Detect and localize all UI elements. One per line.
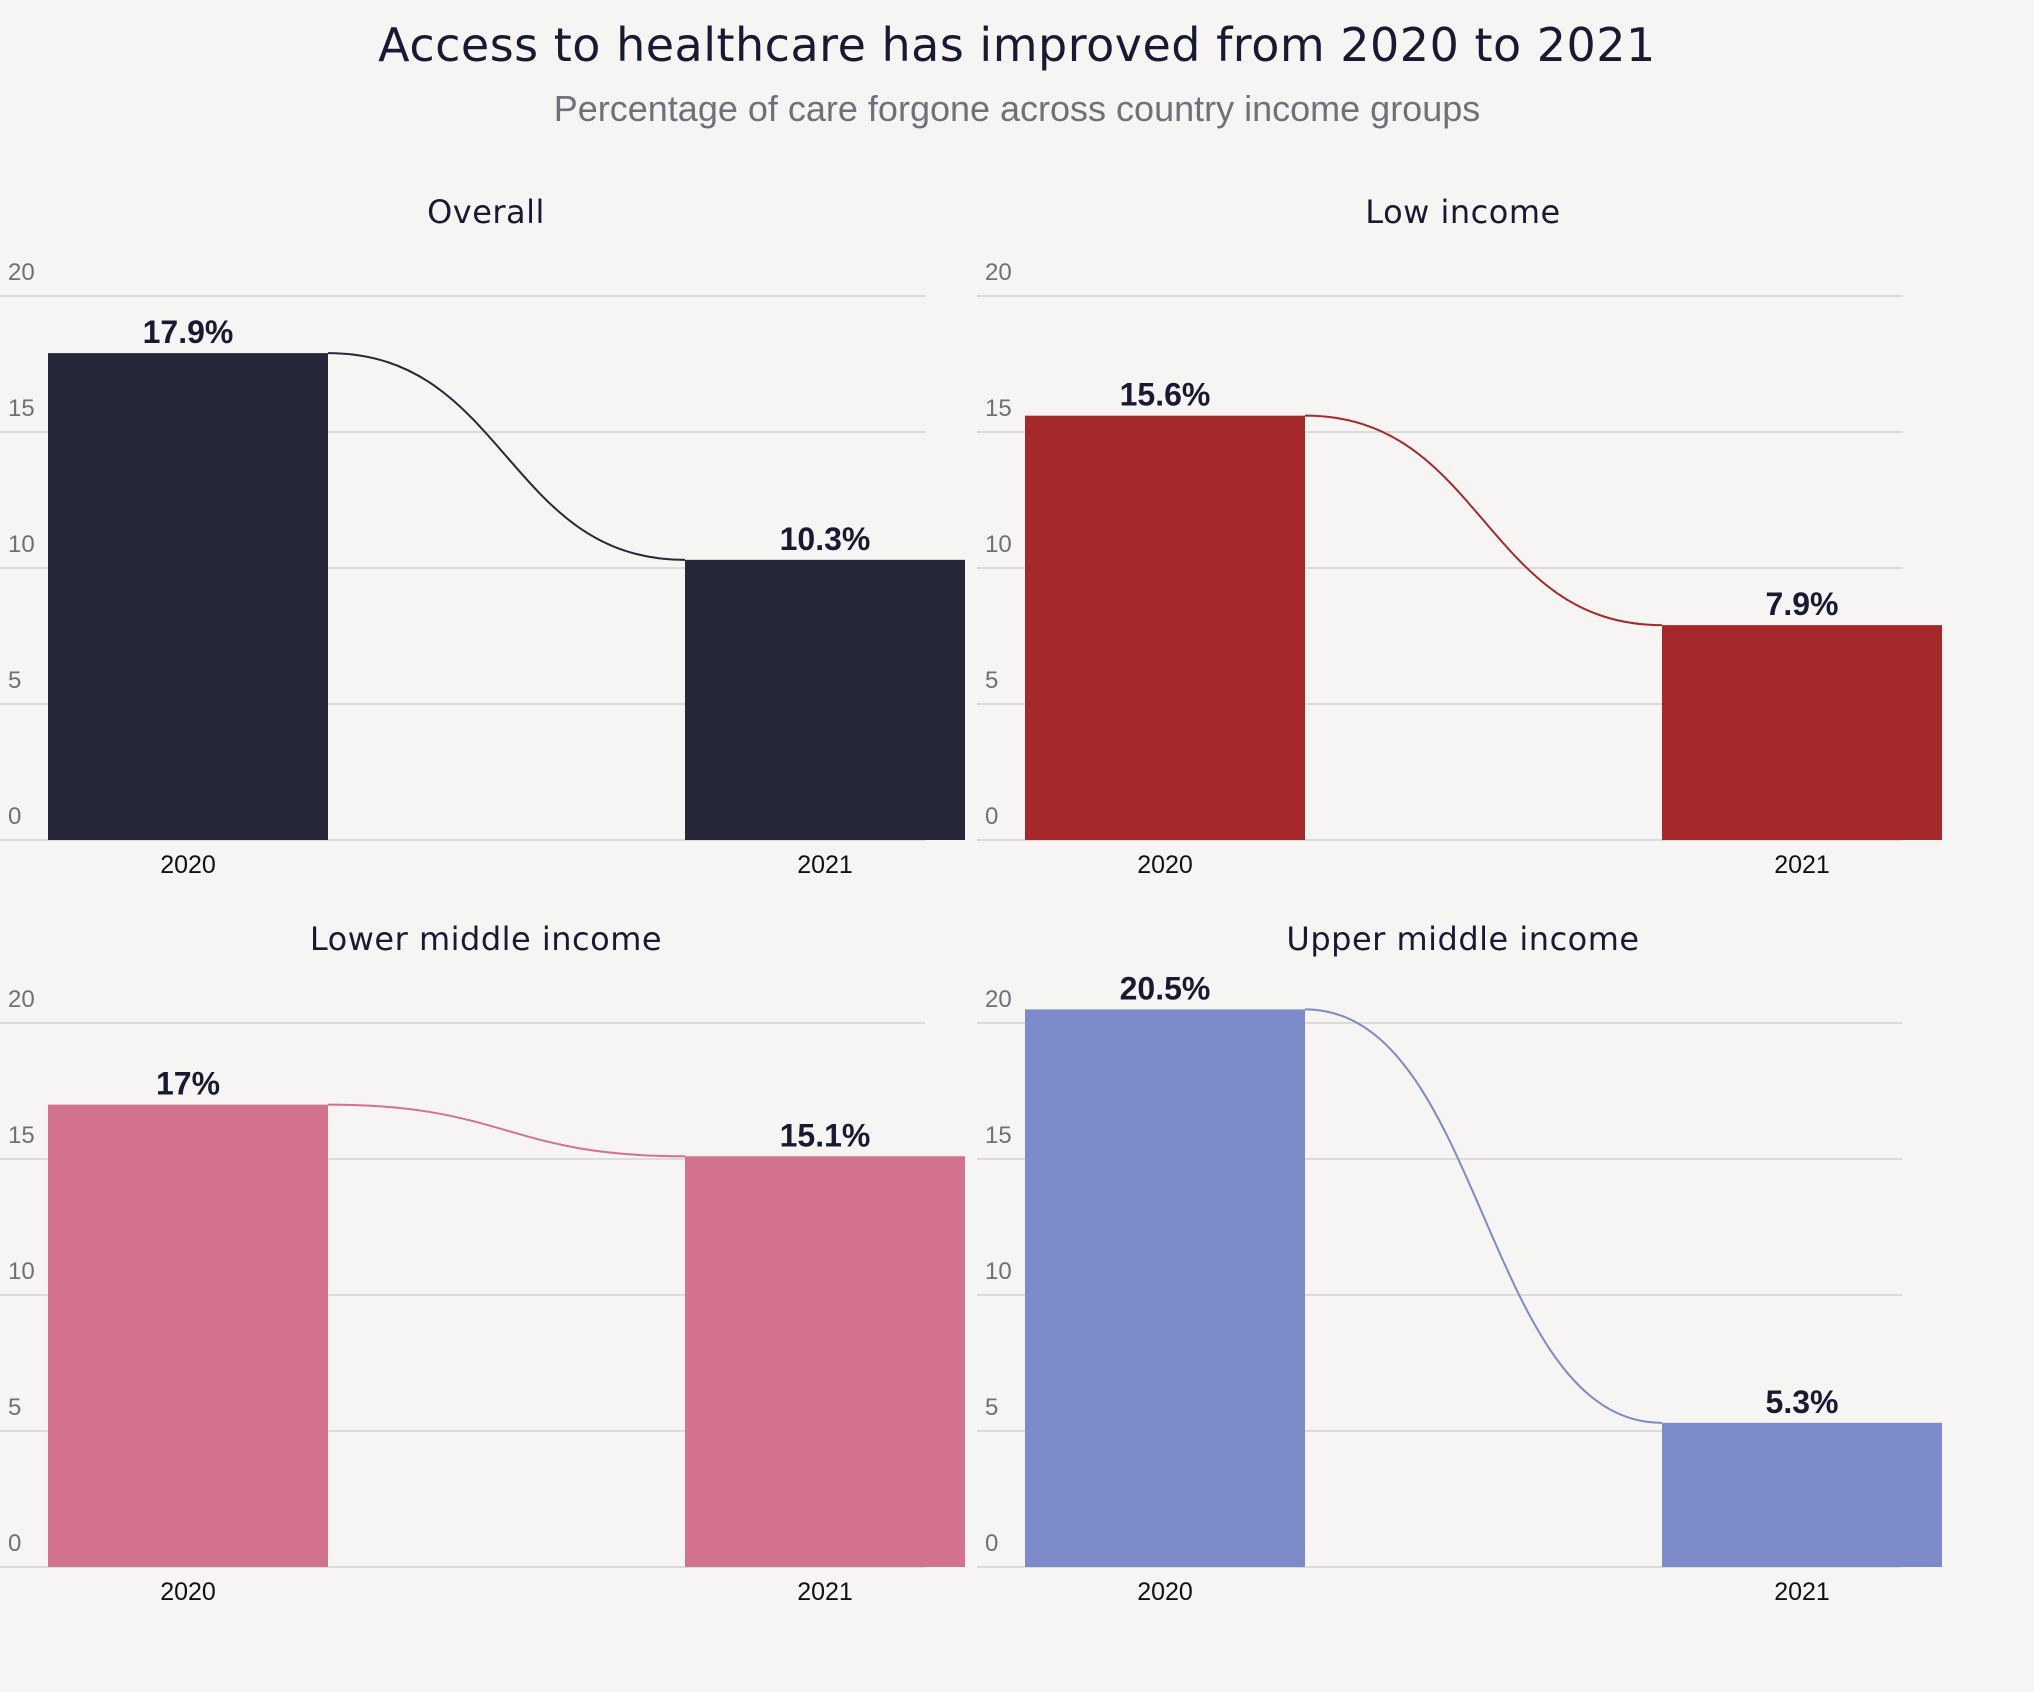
- x-tick-label: 2021: [1774, 1578, 1830, 1606]
- bar-2021: [1662, 625, 1942, 840]
- y-tick-label: 0: [985, 803, 998, 830]
- x-tick-label: 2021: [797, 851, 853, 879]
- panel-low-income: Low income 0 5 10 15 20 15.6% 2020 7.9% 2021: [977, 193, 1942, 879]
- trend-connector: [327, 1103, 686, 1158]
- trend-connector: [1304, 1008, 1663, 1424]
- trend-connector: [1304, 414, 1663, 627]
- y-tick-label: 15: [8, 395, 35, 422]
- x-tick-label: 2021: [1774, 851, 1830, 879]
- bar-2021: [685, 1156, 965, 1567]
- value-label: 17%: [156, 1066, 220, 1102]
- value-label: 7.9%: [1766, 586, 1839, 622]
- y-tick-label: 15: [985, 395, 1012, 422]
- y-tick-label: 10: [8, 531, 35, 558]
- y-tick-label: 5: [8, 1394, 21, 1421]
- x-tick-label: 2020: [160, 851, 216, 879]
- y-tick-label: 20: [8, 259, 35, 286]
- value-label: 5.3%: [1766, 1384, 1839, 1420]
- y-tick-label: 0: [985, 1530, 998, 1557]
- chart-title: Access to healthcare has improved from 2…: [378, 18, 1656, 72]
- bar-2020: [48, 353, 328, 840]
- x-tick-label: 2020: [1137, 1578, 1193, 1606]
- y-tick-label: 5: [985, 667, 998, 694]
- value-label: 15.6%: [1120, 377, 1211, 413]
- y-tick-label: 5: [985, 1394, 998, 1421]
- panel-overall: Overall 0 5 10 15 20 17.9% 2020 10.3% 2021: [0, 193, 965, 879]
- bar-2020: [1025, 1009, 1305, 1567]
- panel-title: Low income: [1365, 193, 1560, 231]
- y-tick-label: 20: [8, 986, 35, 1013]
- value-label: 17.9%: [143, 314, 234, 350]
- panel-title: Lower middle income: [310, 920, 662, 958]
- value-label: 10.3%: [780, 521, 871, 557]
- y-tick-label: 20: [985, 259, 1012, 286]
- y-tick-label: 0: [8, 803, 21, 830]
- value-label: 20.5%: [1120, 970, 1211, 1006]
- y-tick-label: 5: [8, 667, 21, 694]
- panel-title: Overall: [427, 193, 545, 231]
- x-tick-label: 2020: [160, 1578, 216, 1606]
- y-tick-label: 10: [8, 1258, 35, 1285]
- y-tick-label: 10: [985, 1258, 1012, 1285]
- y-tick-label: 10: [985, 531, 1012, 558]
- x-tick-label: 2021: [797, 1578, 853, 1606]
- trend-connector: [327, 352, 686, 561]
- panel-title: Upper middle income: [1286, 920, 1639, 958]
- y-tick-label: 0: [8, 1530, 21, 1557]
- value-label: 15.1%: [780, 1117, 871, 1153]
- chart-subtitle: Percentage of care forgone across countr…: [553, 88, 1481, 129]
- y-tick-label: 15: [985, 1122, 1012, 1149]
- panel-upper-middle-income: Upper middle income 0 5 10 15 20 20.5% 2020 5.3%…: [977, 920, 1942, 1606]
- y-tick-label: 20: [985, 986, 1012, 1013]
- bar-2020: [1025, 415, 1305, 840]
- bar-2021: [1662, 1422, 1942, 1567]
- panel-lower-middle-income: Lower middle income 0 5 10 15 20 17% 2020 15.1% 2…: [0, 920, 965, 1606]
- bar-2020: [48, 1104, 328, 1567]
- x-tick-label: 2020: [1137, 851, 1193, 879]
- bar-2021: [685, 559, 965, 840]
- y-tick-label: 15: [8, 1122, 35, 1149]
